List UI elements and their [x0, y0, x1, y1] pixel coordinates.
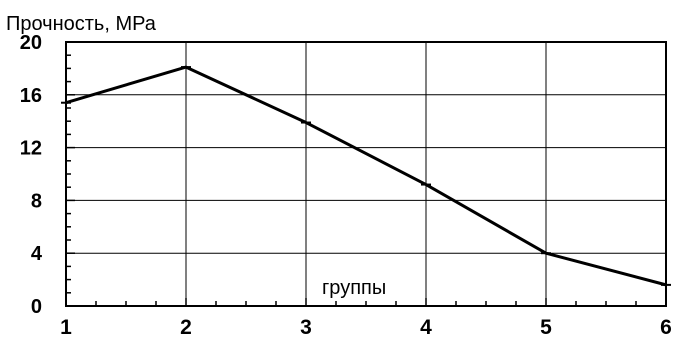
y-tick-label: 20 [20, 32, 42, 54]
x-tick-label: 1 [60, 316, 72, 337]
y-tick-label: 8 [31, 190, 42, 212]
grid-lines [65, 41, 667, 307]
x-tick-label: 5 [540, 316, 552, 337]
x-axis-ticks: 1 2 3 4 5 6 [60, 316, 672, 337]
x-tick-label: 3 [300, 316, 312, 337]
plot-border [65, 41, 667, 307]
y-axis-ticks: 0 4 8 12 16 20 [20, 32, 43, 318]
series-group [61, 65, 671, 287]
chart-title: Прочность, МРа [6, 13, 157, 35]
x-tick-label: 4 [420, 316, 432, 337]
plot-frame [65, 41, 667, 307]
y-tick-label: 4 [31, 243, 43, 265]
x-tick-label: 2 [180, 316, 192, 337]
y-tick-label: 16 [20, 85, 42, 107]
y-tick-label: 12 [20, 138, 42, 160]
x-tick-label: 6 [660, 316, 672, 337]
x-axis-label: группы [322, 277, 386, 299]
y-tick-label: 0 [31, 296, 42, 318]
series-line-0 [65, 65, 667, 287]
